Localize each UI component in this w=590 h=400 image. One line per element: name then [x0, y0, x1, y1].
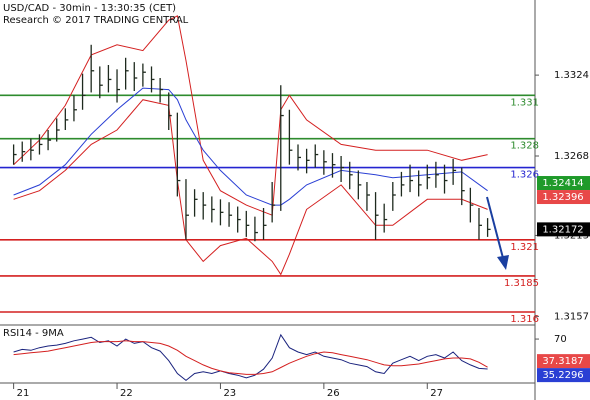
y-tick-label: 1.3157	[554, 311, 589, 322]
y-tick-label: 1.3324	[554, 70, 589, 81]
y-tick-label: 70	[554, 334, 567, 345]
rsi-line	[13, 333, 488, 382]
rsi-title: RSI14 - 9MA	[3, 328, 64, 339]
chart-title: USD/CAD - 30min - 13:30:35 (CET)	[3, 3, 176, 14]
price-tag-label: 1.32414	[542, 178, 583, 189]
chart-subtitle: Research © 2017 TRADING CENTRAL	[3, 15, 189, 26]
x-tick-label: 23	[223, 388, 236, 399]
level-label: 1.326	[510, 170, 539, 181]
price-tag-label: 1.32172	[542, 224, 583, 235]
level-label: 1.321	[510, 242, 539, 253]
rsi-tag-label: 37.3187	[542, 356, 583, 367]
x-tick-label: 21	[17, 388, 30, 399]
x-tick-label: 27	[430, 388, 443, 399]
rsi-tag	[537, 354, 590, 369]
rsi-tag	[537, 368, 590, 383]
y-tick-label: 1.3268	[554, 151, 589, 162]
price-tag	[537, 222, 590, 237]
forecast-arrow	[486, 196, 509, 270]
level-label: 1.328	[510, 141, 539, 152]
level-label: 1.331	[510, 97, 539, 108]
level-label: 1.3185	[504, 278, 539, 289]
arrow-shaft	[486, 196, 504, 259]
x-tick-label: 22	[120, 388, 133, 399]
rsi-tag-label: 35.2296	[542, 370, 583, 381]
x-tick-label: 26	[327, 388, 340, 399]
rsi-line	[13, 340, 488, 375]
arrow-head	[497, 255, 509, 270]
price-tag	[537, 176, 590, 191]
indicator-line	[13, 15, 488, 216]
price-tag-label: 1.32396	[542, 192, 583, 203]
price-tag	[537, 190, 590, 205]
indicator-line	[13, 87, 488, 206]
level-label: 1.316	[510, 314, 539, 325]
